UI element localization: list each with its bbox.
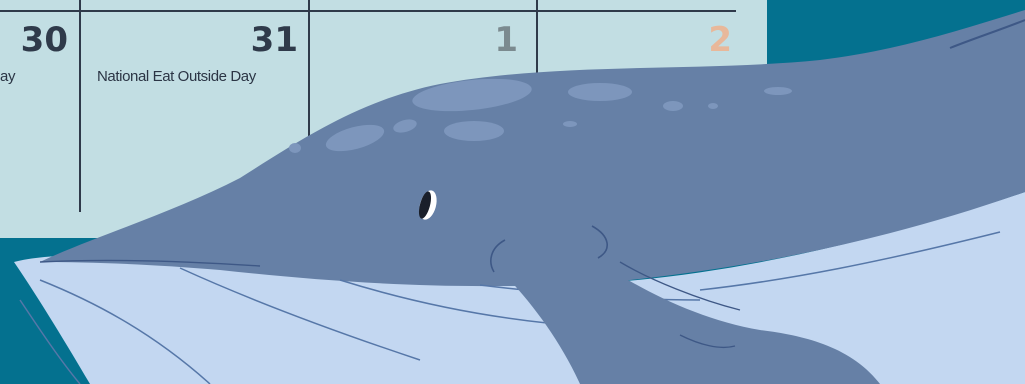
day-number-2: 2 (708, 20, 732, 60)
whale-spots (289, 78, 792, 153)
event-label-30: ay (0, 68, 16, 85)
calendar-header-line (0, 10, 736, 12)
grid-line-2 (308, 0, 310, 212)
day-number-31: 31 (250, 20, 298, 60)
day-number-30: 30 (20, 20, 68, 60)
event-label-31: National Eat Outside Day (97, 68, 256, 85)
day-number-1: 1 (494, 20, 518, 60)
whale-body (40, 10, 1025, 287)
whale-flipper (493, 215, 880, 384)
grid-line-1 (79, 0, 81, 212)
